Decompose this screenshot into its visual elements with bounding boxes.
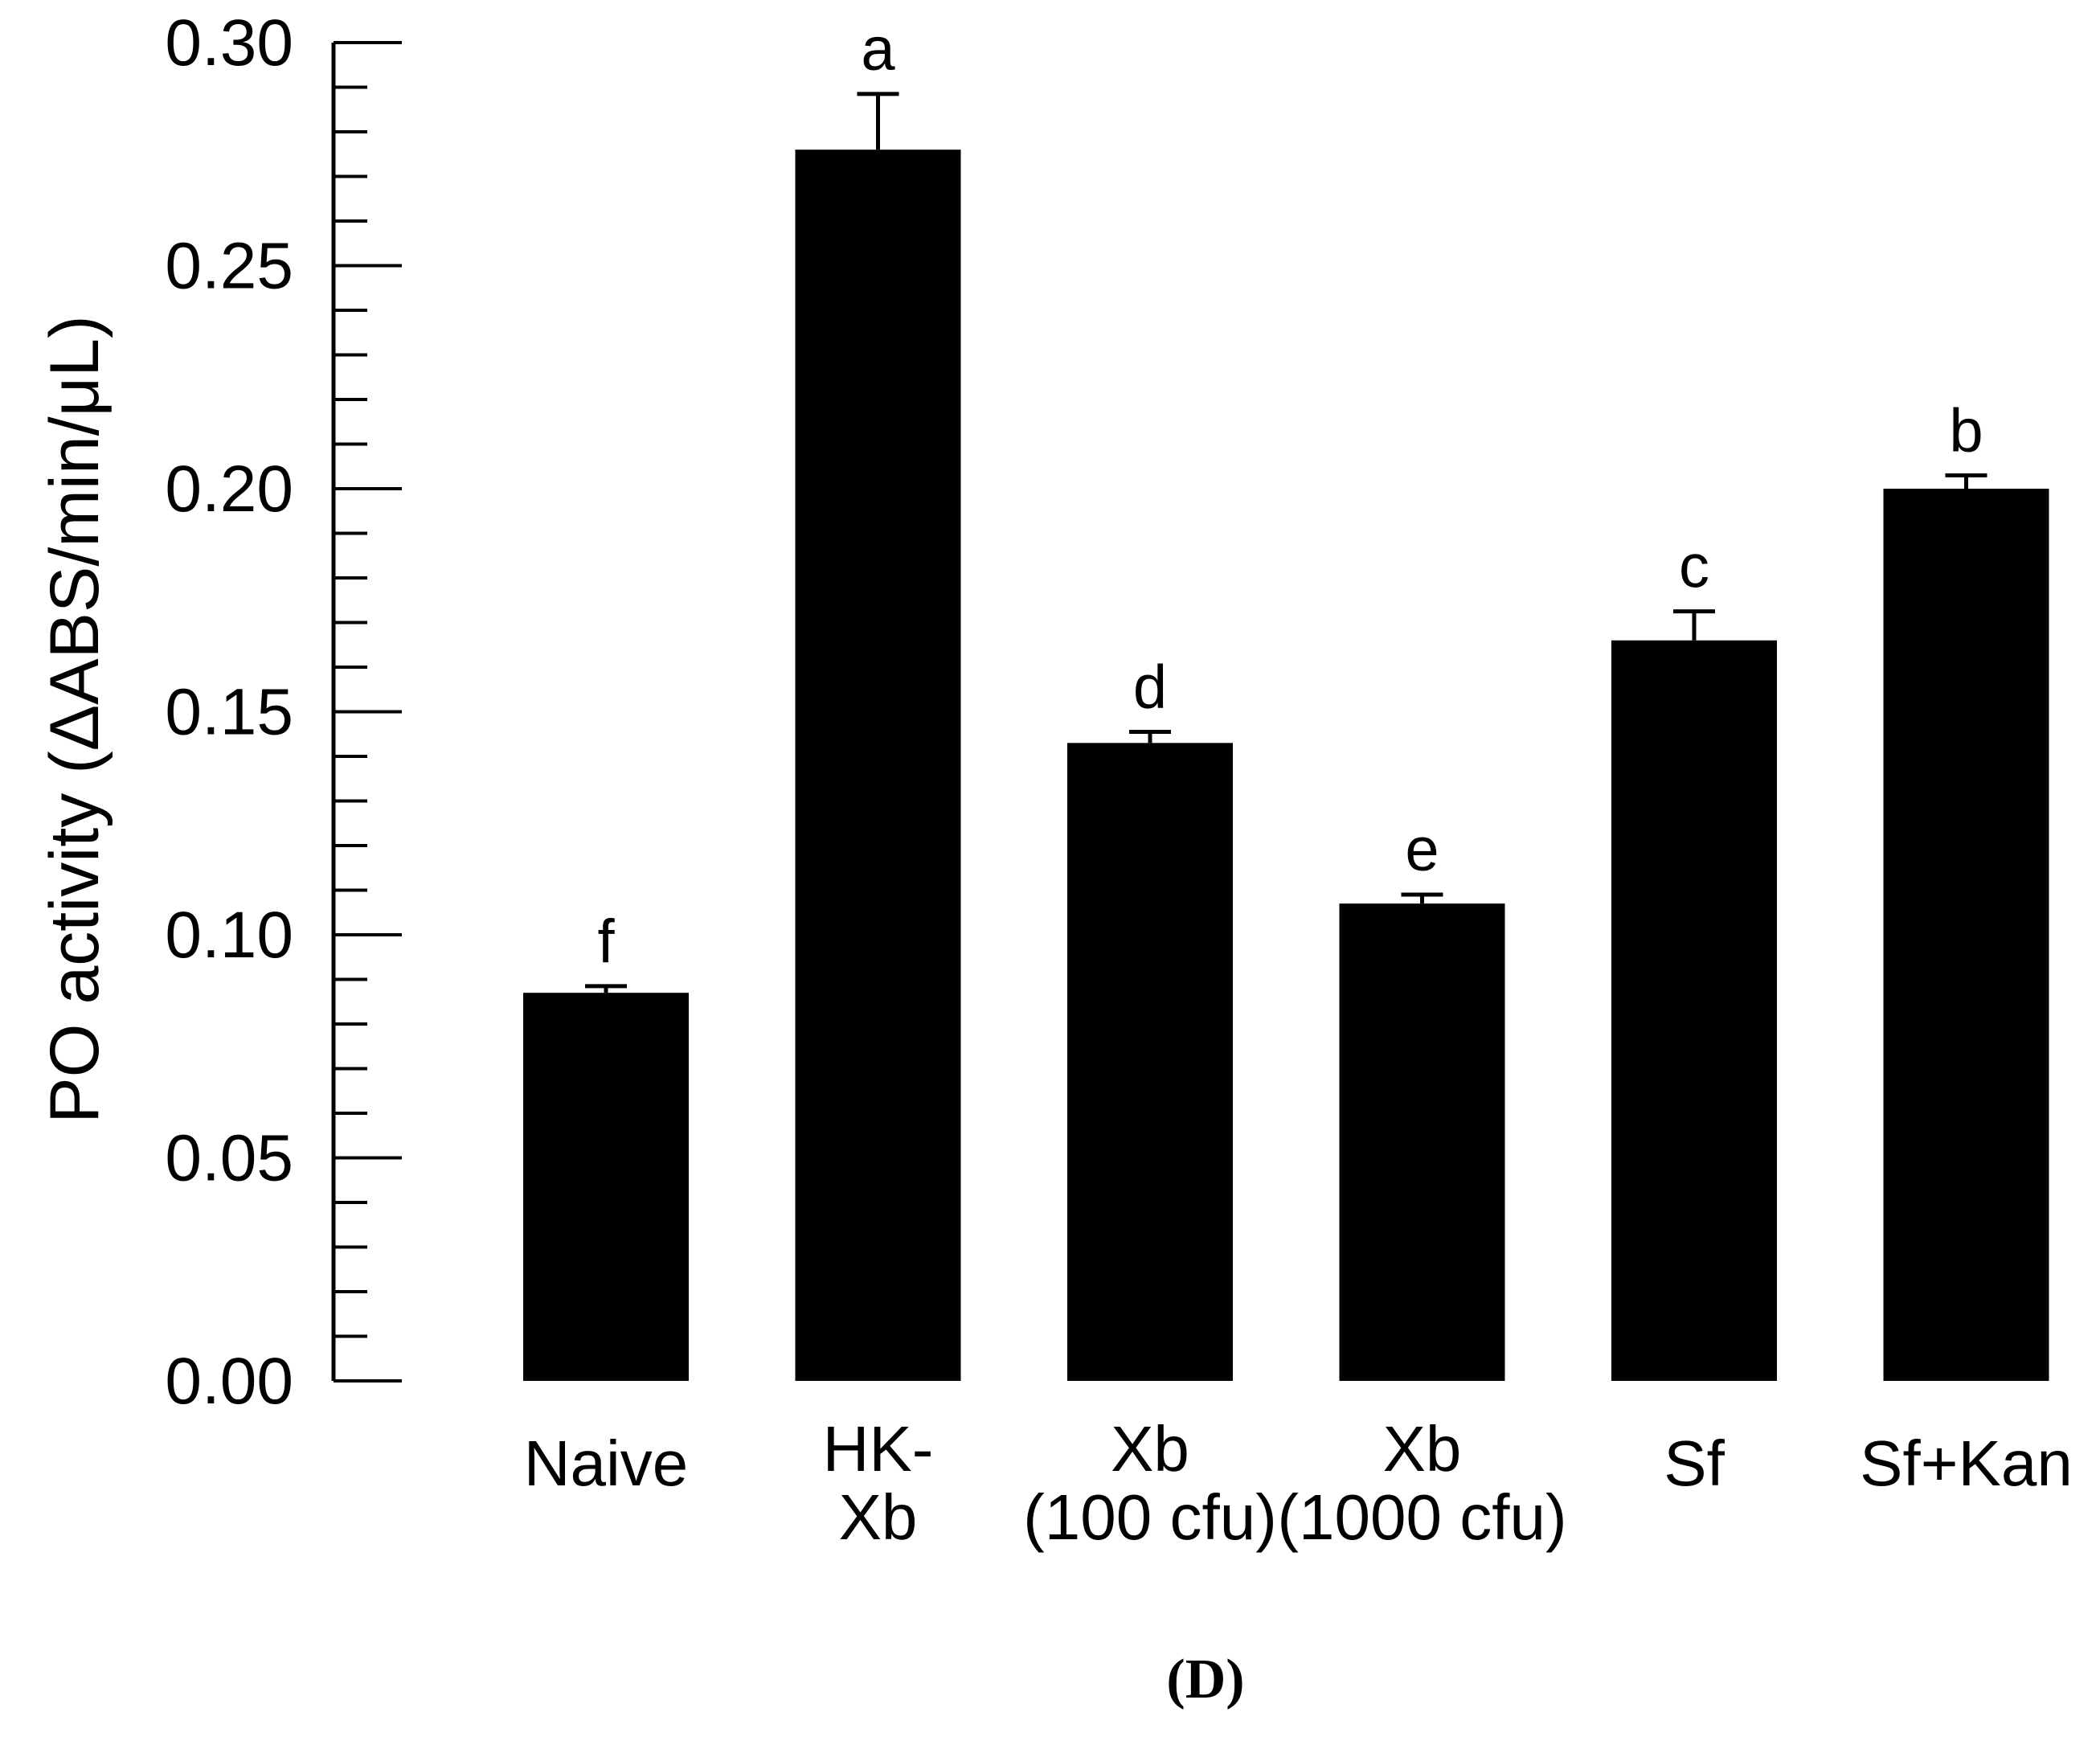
- y-tick-label: 0.30: [165, 6, 293, 80]
- y-tick-label: 0.00: [165, 1345, 293, 1418]
- y-axis: 0.00 0.05 0.10 0.15 0.20 0.25 0.30: [165, 6, 402, 1418]
- bar: [1067, 743, 1233, 1381]
- y-tick-label: 0.15: [165, 676, 293, 749]
- category-label: Xb: [1383, 1413, 1462, 1485]
- category-label: Xb: [839, 1481, 918, 1553]
- y-tick-label: 0.20: [165, 453, 293, 526]
- y-tick-label: 0.10: [165, 899, 293, 972]
- y-tick-label: 0.25: [165, 230, 293, 303]
- bar: [1339, 903, 1505, 1381]
- significance-letter: c: [1679, 533, 1709, 601]
- panel-label: (D): [1166, 1649, 1244, 1710]
- category-label: Naive: [524, 1428, 689, 1499]
- bar: [795, 150, 961, 1382]
- category-label: (100 cfu): [1023, 1481, 1277, 1553]
- significance-letter: f: [597, 907, 615, 976]
- category-label: Sf: [1664, 1428, 1725, 1499]
- bar: [1611, 640, 1777, 1381]
- significance-letter: a: [861, 15, 895, 84]
- significance-letter: d: [1133, 653, 1167, 721]
- significance-letter: b: [1949, 396, 1983, 465]
- y-tick-label: 0.05: [165, 1122, 293, 1195]
- category-label: (1000 cfu): [1277, 1481, 1566, 1553]
- bar: [1883, 489, 2049, 1381]
- category-label: HK-: [823, 1413, 934, 1485]
- significance-letter: e: [1405, 816, 1439, 884]
- y-axis-title: PO activity (ΔABS/min/μL): [36, 315, 113, 1123]
- category-label: Sf+Kan: [1860, 1428, 2073, 1499]
- bar: [523, 993, 689, 1381]
- bar-series: f a d e c b: [523, 15, 2049, 1382]
- category-label: Xb: [1111, 1413, 1189, 1485]
